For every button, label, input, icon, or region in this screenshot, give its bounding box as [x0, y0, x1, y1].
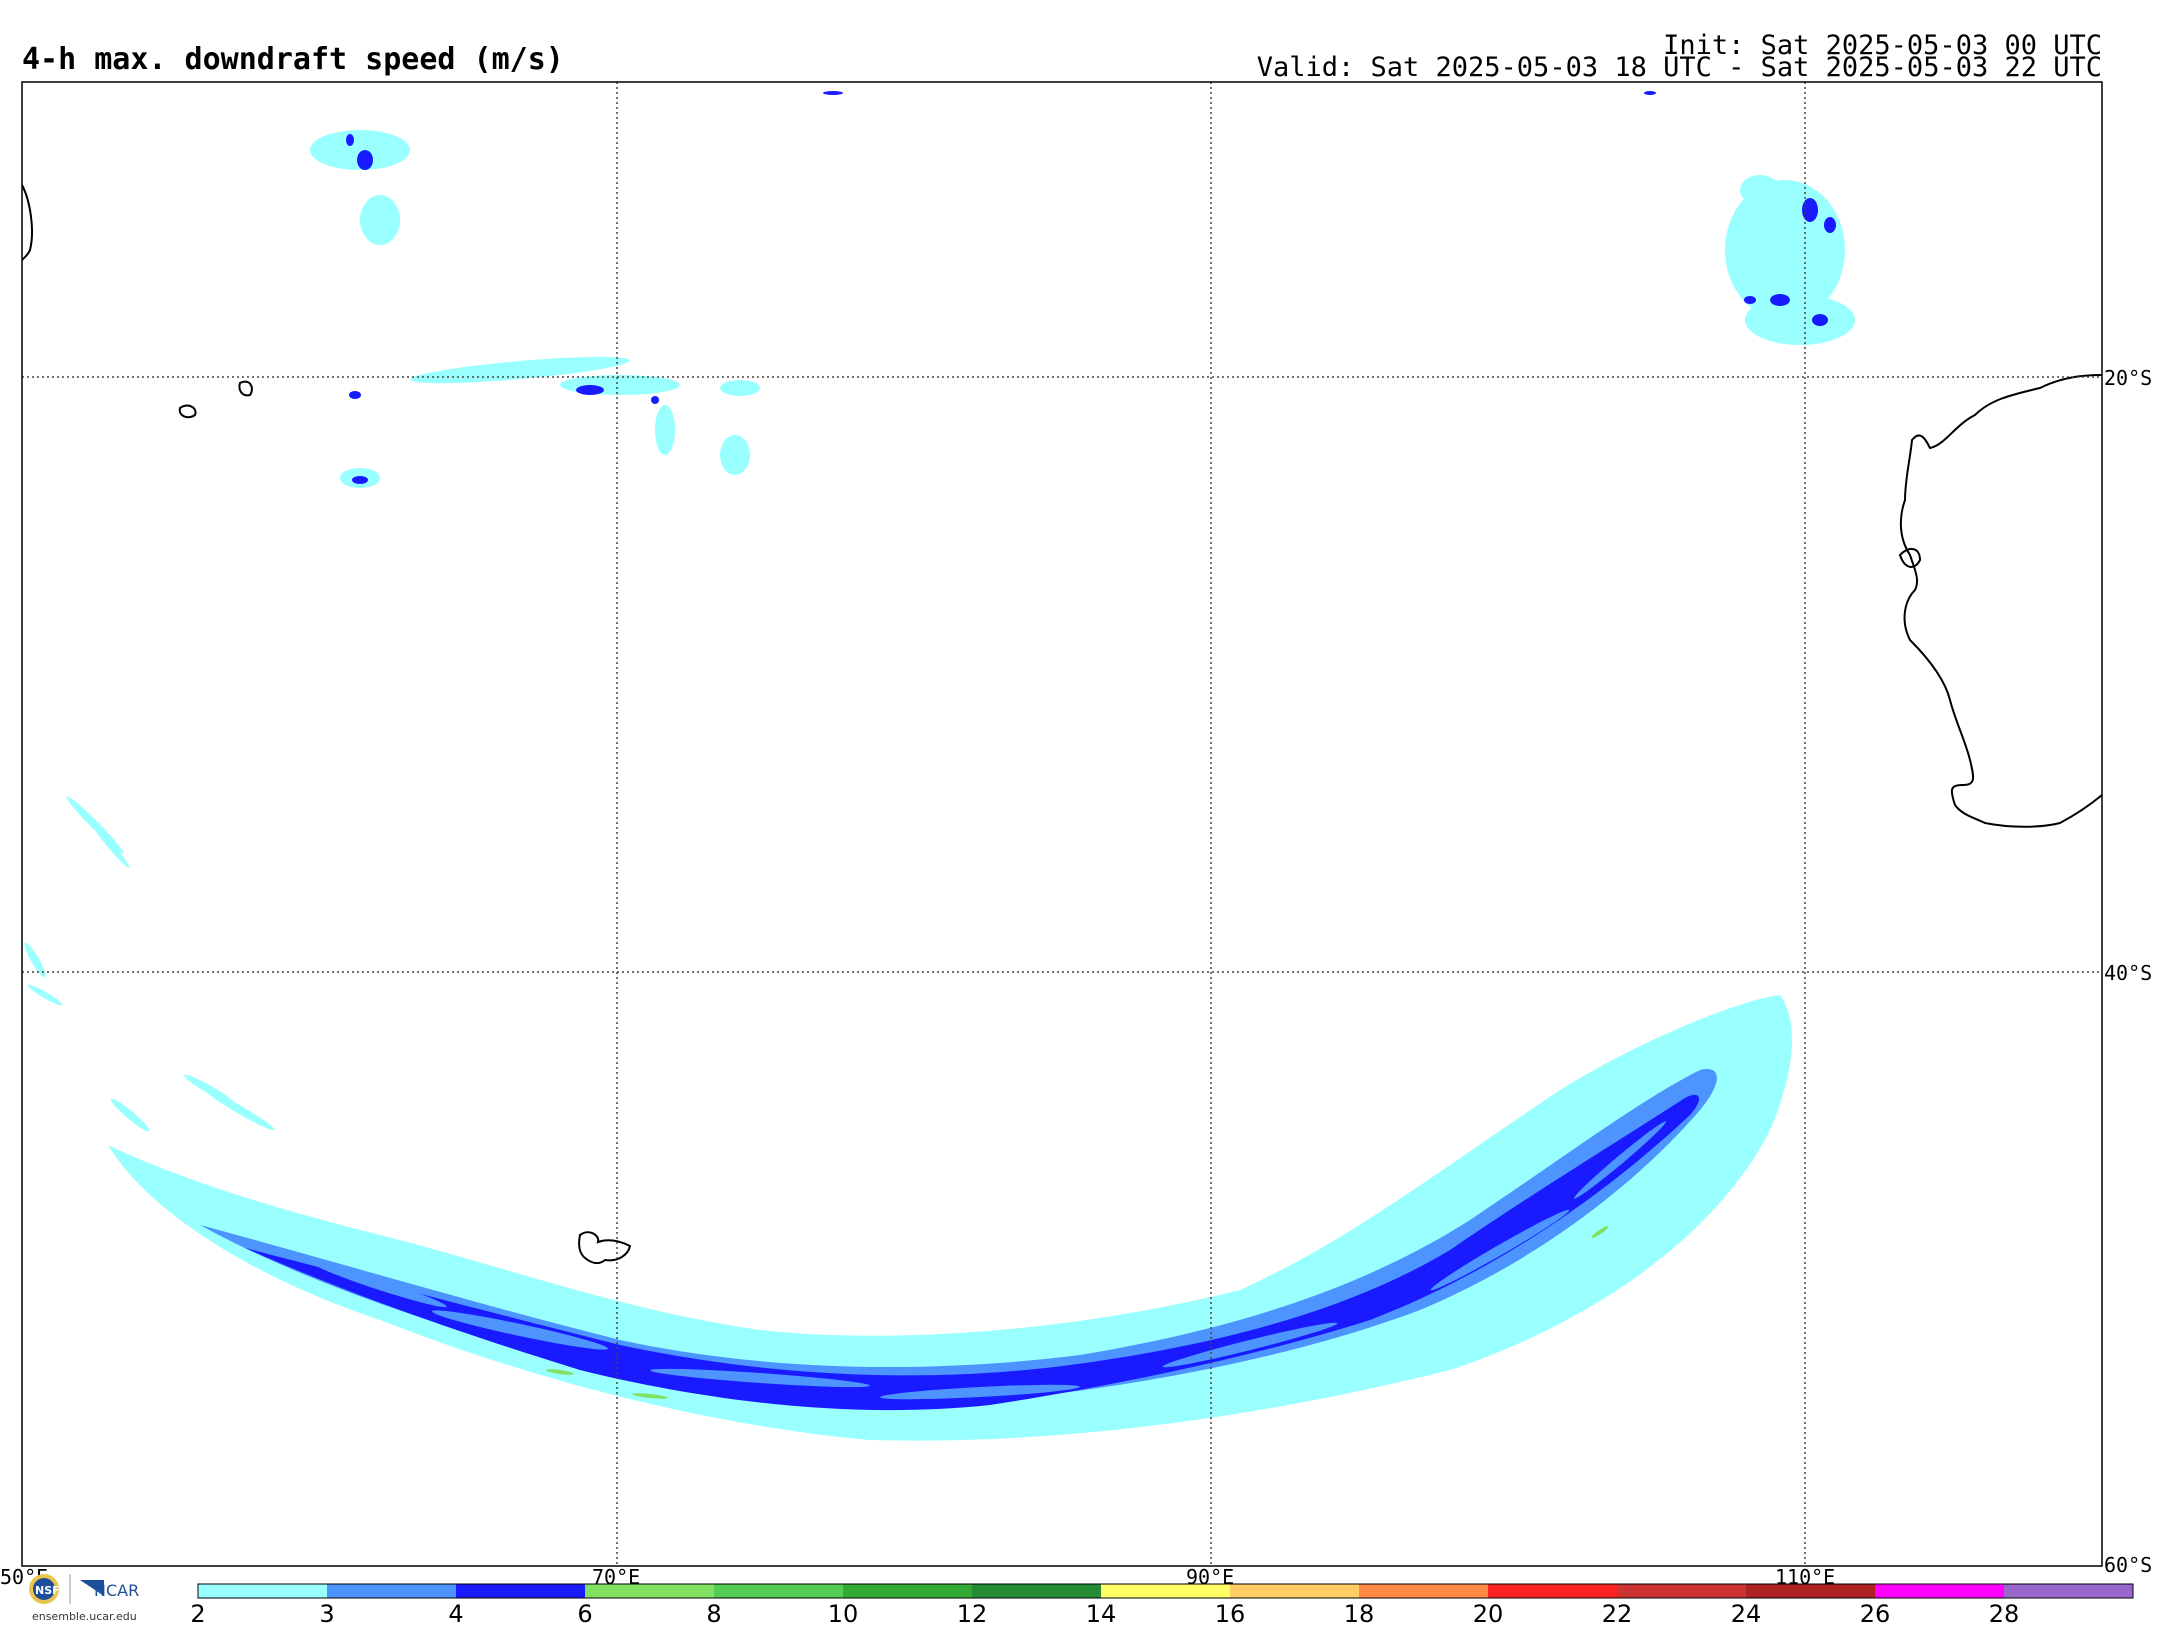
madagascar-coast	[22, 184, 33, 261]
lat-label: 40°S	[2104, 961, 2152, 985]
graticule	[22, 82, 2102, 1566]
colorbar-segment	[1101, 1584, 1230, 1598]
colorbar: 2 3 4 6 8 10 12 14 16 18 20 22 24 26 28	[190, 1584, 2133, 1626]
colorbar-segment	[1746, 1584, 1875, 1598]
colorbar-tick-label: 8	[706, 1600, 721, 1626]
colorbar-segment	[714, 1584, 843, 1598]
colorbar-segment	[1359, 1584, 1488, 1598]
colorbar-tick-label: 6	[577, 1600, 592, 1626]
ncar-logo	[80, 1580, 104, 1596]
colorbar-segment	[1617, 1584, 1746, 1598]
colorbar-segment	[456, 1584, 585, 1598]
colorbar-tick-label: 4	[448, 1600, 463, 1626]
svg-text:ensemble.ucar.edu: ensemble.ucar.edu	[32, 1610, 137, 1623]
colorbar-segment	[198, 1584, 327, 1598]
colorbar-tick-label: 22	[1602, 1600, 1633, 1626]
kerguelen-coast	[578, 1231, 632, 1265]
colorbar-segment	[972, 1584, 1101, 1598]
colorbar-tick-label: 2	[190, 1600, 205, 1626]
colorbar-segment	[843, 1584, 972, 1598]
colorbar-tick-label: 18	[1344, 1600, 1375, 1626]
colorbar-segment	[1488, 1584, 1617, 1598]
init-time: Init: Sat 2025-05-03 00 UTC	[1663, 30, 2102, 61]
colorbar-frame	[197, 1583, 2134, 1599]
colorbar-tick-label: 12	[957, 1600, 988, 1626]
australia-coast	[1899, 374, 2102, 828]
field-scatter-north	[310, 130, 1855, 488]
colorbar-tick-label: 3	[319, 1600, 334, 1626]
downdraft-field	[24, 91, 1855, 1441]
colorbar-segment	[2004, 1584, 2133, 1598]
valid-time: Valid: Sat 2025-05-03 18 UTC - Sat 2025-…	[1256, 52, 2102, 83]
colorbar-segment	[1230, 1584, 1359, 1598]
colorbar-segment	[327, 1584, 456, 1598]
map-frame	[21, 81, 2103, 1567]
colorbar-tick-label: 20	[1473, 1600, 1504, 1626]
reunion-coast	[178, 404, 197, 419]
colorbar-segment	[585, 1584, 714, 1598]
lat-label: 20°S	[2104, 366, 2152, 390]
colorbar-tick-label: 14	[1086, 1600, 1117, 1626]
colorbar-tick-label: 16	[1215, 1600, 1246, 1626]
coastlines	[22, 184, 2102, 1265]
colorbar-segment	[1875, 1584, 2004, 1598]
logo: NSF NCAR ensemble.ucar.edu	[29, 1574, 139, 1623]
lat-label: 60°S	[2104, 1553, 2152, 1577]
colorbar-tick-label: 24	[1731, 1600, 1762, 1626]
colorbar-tick-label: 28	[1989, 1600, 2020, 1626]
svg-text:NCAR: NCAR	[94, 1581, 139, 1600]
map-title: 4-h max. downdraft speed (m/s)	[22, 42, 564, 77]
mauritius-coast	[238, 380, 253, 397]
colorbar-tick-label: 10	[828, 1600, 859, 1626]
colorbar-tick-label: 26	[1860, 1600, 1891, 1626]
svg-text:NSF: NSF	[35, 1584, 60, 1597]
